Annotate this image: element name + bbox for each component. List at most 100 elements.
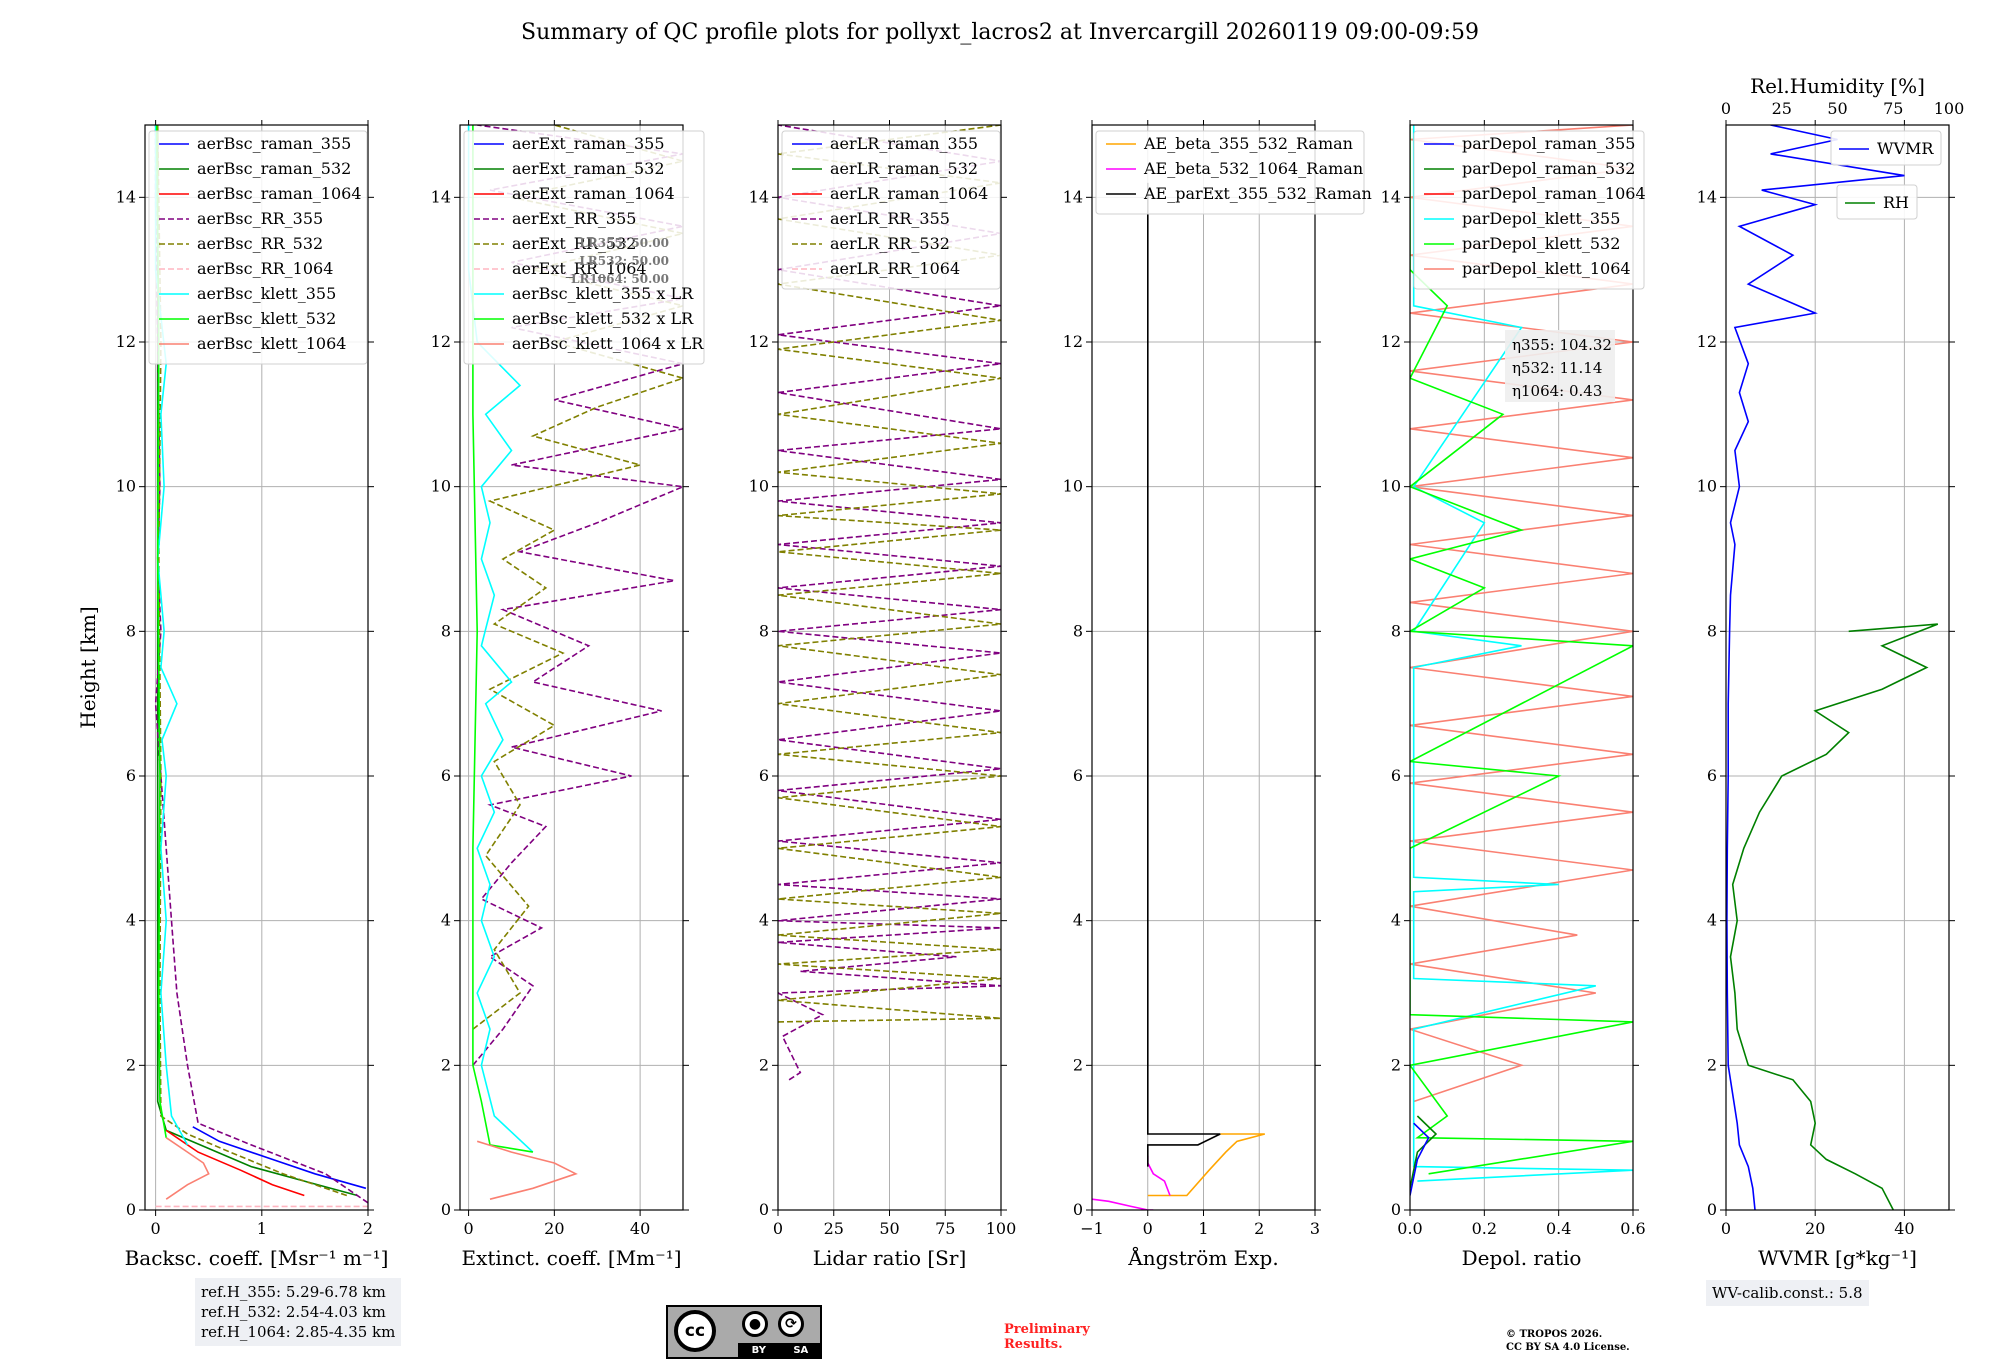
legend-box [1095,130,1365,215]
x-tick-label: 2 [363,1219,373,1238]
legend-label: AE_beta_532_1064_Raman [1143,159,1363,178]
legend-label: aerLR_raman_1064 [830,184,988,203]
y-tick-label: 14 [1697,187,1717,206]
y-tick-label: 4 [1391,911,1401,930]
series-aerBsc_klett_355 x LR [467,125,534,1153]
copyright-note: © TROPOS 2026. CC BY SA 4.0 License. [1506,1329,1630,1353]
x-axis-label: Extinct. coeff. [Mm⁻¹] [461,1246,681,1270]
series-aerBsc_klett_355 [154,125,189,1146]
cc-by-label: BY [751,1344,766,1356]
y-tick-label: 6 [441,766,451,785]
legend-label: aerBsc_klett_355 x LR [512,284,694,303]
y-tick-label: 6 [1391,766,1401,785]
wv-calibration-constant: WV-calib.const.: 5.8 [1706,1280,1869,1306]
y-tick-label: 12 [1697,332,1717,351]
y-tick-label: 12 [1381,332,1401,351]
y-tick-label: 4 [1707,911,1717,930]
y-tick-label: 2 [441,1055,451,1074]
legend-label: aerBsc_klett_532 [197,309,336,328]
series-AE_beta_532_1064_Raman_b [1147,1155,1171,1196]
x-tick-label: 0 [151,1219,161,1238]
figure-title: Summary of QC profile plots for pollyxt_… [521,20,1479,45]
y-tick-label: 10 [116,477,136,496]
x-tick-label: 20 [1805,1219,1825,1238]
legend-label: aerLR_raman_355 [830,134,978,153]
x-tick-label: 0.4 [1546,1219,1571,1238]
legend-label: parDepol_raman_532 [1462,159,1635,178]
top-axis-label: Rel.Humidity [%] [1750,74,1925,98]
y-tick-label: 8 [1391,621,1401,640]
legend: parDepol_raman_355 parDepol_raman_532 parD… [1413,130,1646,290]
y-tick-label: 6 [759,766,769,785]
ref-height-532: ref.H_532: 2.54-4.03 km [201,1303,386,1321]
x-axis-label: WVMR [g*kg⁻¹] [1758,1246,1917,1270]
y-tick-label: 0 [759,1200,769,1219]
y-axis-label: Height [km] [76,606,100,728]
axes-frame [459,124,684,1211]
x-tick-label: 40 [1894,1219,1914,1238]
eta-label: η532: 11.14 [1512,359,1602,377]
legend-label: parDepol_klett_1064 [1462,259,1631,278]
legend-label: WVMR [1877,139,1934,158]
lr-label: LR1064: 50.00 [571,272,669,286]
legend-box [148,130,368,365]
y-tick-label: 12 [1063,332,1083,351]
x-tick-label: 1 [257,1219,267,1238]
y-tick-label: 10 [1697,477,1717,496]
y-tick-label: 6 [1707,766,1717,785]
y-tick-label: 2 [1391,1055,1401,1074]
y-tick-label: 12 [431,332,451,351]
x-axis-label: Ångström Exp. [1127,1245,1278,1270]
legend: aerLR_raman_355 aerLR_raman_532 aerLR_rama… [781,130,1001,290]
top-tick-label: 100 [1934,99,1965,118]
series-aerBsc_klett_1064 [165,1137,210,1200]
x-axis-label: Backsc. coeff. [Msr⁻¹ m⁻¹] [125,1246,389,1270]
series-aerExt_RR_532 [472,125,683,1030]
legend-label: aerBsc_klett_532 x LR [512,309,694,328]
y-tick-label: 10 [431,477,451,496]
legend-label: aerLR_raman_532 [830,159,978,178]
y-tick-label: 0 [1073,1200,1083,1219]
legend-label: parDepol_raman_1064 [1462,184,1646,203]
top-tick-label: 75 [1883,99,1903,118]
legend-label: RH [1883,193,1909,212]
panel-wv: 0 20 40 0 2 4 6 8 10 12 14 WVMR [g*kg⁻¹] Rel.Humidit… [1697,74,1965,1270]
top-tick-label: 0 [1721,99,1731,118]
legend-box [1836,184,1918,220]
panel-ext: 0 20 40 0 2 4 6 8 10 12 14 Extinct. coeff. [Mm⁻¹] ae… [431,120,705,1270]
series-parDepol_raman_355 [1410,1122,1430,1196]
y-tick-label: 14 [1381,187,1401,206]
legend-label: aerBsc_RR_1064 [197,259,333,278]
y-tick-label: 14 [749,187,769,206]
y-tick-label: 0 [1391,1200,1401,1219]
series-aerBsc_raman_532 [156,125,358,1197]
legend: aerExt_raman_355 aerExt_raman_532 aerExt_r… [463,130,705,365]
y-tick-label: 8 [1073,621,1083,640]
series-group [778,125,1001,1081]
y-tick-label: 8 [441,621,451,640]
axes-frame [144,124,369,1211]
y-tick-label: 10 [1381,477,1401,496]
legend-label: aerLR_RR_1064 [830,259,960,278]
legend-label: aerBsc_klett_355 [197,284,336,303]
series-parDepol_klett_355 [1412,125,1633,1182]
y-tick-label: 8 [1707,621,1717,640]
legend-label: aerBsc_raman_532 [197,159,351,178]
top-tick-label: 50 [1827,99,1847,118]
top-tick-label: 25 [1772,99,1792,118]
legend-label: aerExt_raman_532 [512,159,665,178]
x-tick-label: 3 [1310,1219,1320,1238]
x-tick-label: 75 [935,1219,955,1238]
y-tick-label: 8 [759,621,769,640]
x-tick-label: 0.6 [1620,1219,1645,1238]
y-tick-label: 2 [1073,1055,1083,1074]
series-aerBsc_klett_532 x LR [472,125,534,1153]
legend-label: aerExt_raman_355 [512,134,665,153]
x-tick-label: 0.2 [1472,1219,1497,1238]
axes-frame [1409,124,1634,1211]
legend-box [1830,130,1942,166]
lr-label: LR355: 50.00 [579,236,669,250]
series-RH [1729,623,1939,1210]
